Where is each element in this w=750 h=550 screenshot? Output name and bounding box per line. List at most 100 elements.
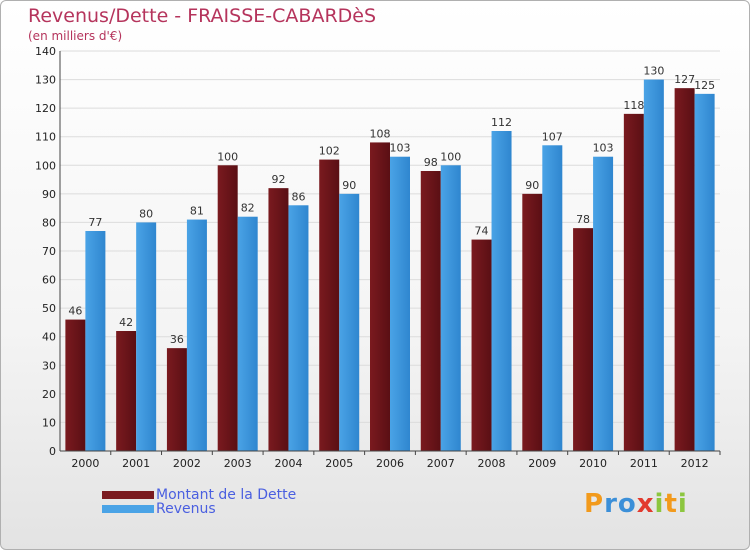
data-label: 77 xyxy=(88,216,102,229)
bar-dette xyxy=(319,159,340,452)
logo-letter: P xyxy=(584,489,605,519)
data-label: 82 xyxy=(241,202,255,215)
x-tick-label: 2000 xyxy=(71,457,99,470)
data-label: 80 xyxy=(139,207,153,220)
data-label: 112 xyxy=(491,116,512,129)
x-tick-label: 2006 xyxy=(376,457,404,470)
axes xyxy=(59,51,721,455)
data-label: 74 xyxy=(475,225,489,238)
bar-revenus xyxy=(643,79,664,452)
data-label: 92 xyxy=(271,173,285,186)
bar-revenus xyxy=(390,156,410,451)
logo-letter: x xyxy=(636,489,655,519)
chart-subtitle: (en milliers d'€) xyxy=(28,29,123,43)
bar-revenus xyxy=(288,205,309,451)
data-label: 78 xyxy=(576,213,590,226)
y-tick-label: 110 xyxy=(35,131,56,144)
bar-revenus xyxy=(237,216,258,451)
y-tick-label: 40 xyxy=(42,331,56,344)
bar-revenus xyxy=(542,145,563,452)
y-tick-label: 140 xyxy=(35,45,56,58)
data-label: 108 xyxy=(370,127,391,140)
bar-dette xyxy=(217,165,238,452)
data-label: 103 xyxy=(593,142,614,155)
bar-dette xyxy=(166,348,187,451)
legend-label-revenus: Revenus xyxy=(156,501,216,517)
bar-revenus xyxy=(491,131,512,451)
data-label: 90 xyxy=(525,179,539,192)
x-tick-label: 2007 xyxy=(427,457,455,470)
y-tick-label: 80 xyxy=(42,216,56,229)
x-tick-label: 2004 xyxy=(274,457,302,470)
legend-label-dette: Montant de la Dette xyxy=(156,487,297,503)
y-tick-label: 30 xyxy=(42,359,56,372)
bar-dette xyxy=(268,188,289,451)
x-tick-label: 2003 xyxy=(224,457,252,470)
x-tick-label: 2011 xyxy=(630,457,658,470)
bar-revenus xyxy=(339,193,360,451)
x-tick-label: 2010 xyxy=(579,457,607,470)
data-label: 46 xyxy=(68,305,82,318)
y-tick-label: 0 xyxy=(49,445,56,458)
bar-dette xyxy=(116,331,137,451)
proxiti-logo: Proxiti xyxy=(584,489,688,519)
logo-letter: r xyxy=(604,489,618,519)
x-tick-label: 2009 xyxy=(528,457,556,470)
legend-item-revenus: Revenus xyxy=(102,501,216,517)
y-tick-label: 60 xyxy=(42,274,56,287)
bar-revenus xyxy=(593,156,614,451)
bars xyxy=(65,79,715,452)
bar-dette xyxy=(471,239,492,451)
x-tick-label: 2001 xyxy=(122,457,150,470)
y-tick-label: 50 xyxy=(42,302,56,315)
data-label: 42 xyxy=(119,316,133,329)
logo-letter: t xyxy=(664,489,678,519)
y-tick-label: 10 xyxy=(42,416,56,429)
x-tick-label: 2008 xyxy=(478,457,506,470)
logo-letter: o xyxy=(617,489,637,519)
bar-dette xyxy=(370,142,390,451)
y-tick-label: 70 xyxy=(42,245,56,258)
bar-dette xyxy=(522,193,543,451)
data-label: 100 xyxy=(217,150,238,163)
legend-swatch-dette xyxy=(102,491,154,499)
x-tick-label: 2002 xyxy=(173,457,201,470)
labels: 0 10 20 30 40 50 60 70 80 90 100 110 120 130 140 46 77 20… xyxy=(35,45,715,470)
bar-dette xyxy=(573,228,594,451)
data-label: 98 xyxy=(424,156,438,169)
bar-dette xyxy=(674,88,695,452)
legend-item-dette: Montant de la Dette xyxy=(102,487,297,503)
x-tick-label: 2005 xyxy=(325,457,353,470)
logo-letter: i xyxy=(677,489,688,519)
bar-revenus xyxy=(694,93,715,451)
data-label: 102 xyxy=(319,145,340,158)
y-tick-label: 120 xyxy=(35,102,56,115)
bar-dette xyxy=(623,113,644,451)
data-label: 81 xyxy=(190,205,204,218)
data-label: 36 xyxy=(170,333,184,346)
data-label: 100 xyxy=(440,150,461,163)
bar-revenus xyxy=(85,231,106,451)
bar-dette xyxy=(420,171,441,451)
x-tick-label: 2012 xyxy=(681,457,709,470)
data-label: 130 xyxy=(643,65,664,78)
data-label: 118 xyxy=(623,99,644,112)
bar-dette xyxy=(65,319,86,451)
data-label: 125 xyxy=(694,79,715,92)
bar-revenus xyxy=(186,219,207,451)
data-label: 107 xyxy=(542,130,563,143)
data-label: 86 xyxy=(291,190,305,203)
chart-title: Revenus/Dette - FRAISSE-CABARDèS xyxy=(28,5,377,27)
y-tick-label: 90 xyxy=(42,188,56,201)
y-tick-label: 100 xyxy=(35,159,56,172)
bar-revenus xyxy=(136,222,157,451)
bar-revenus xyxy=(440,165,461,452)
data-label: 127 xyxy=(674,73,695,86)
logo-letter: i xyxy=(654,489,665,519)
y-tick-label: 130 xyxy=(35,74,56,87)
legend-swatch-revenus xyxy=(102,505,154,513)
data-label: 90 xyxy=(342,179,356,192)
data-label: 103 xyxy=(390,142,411,155)
